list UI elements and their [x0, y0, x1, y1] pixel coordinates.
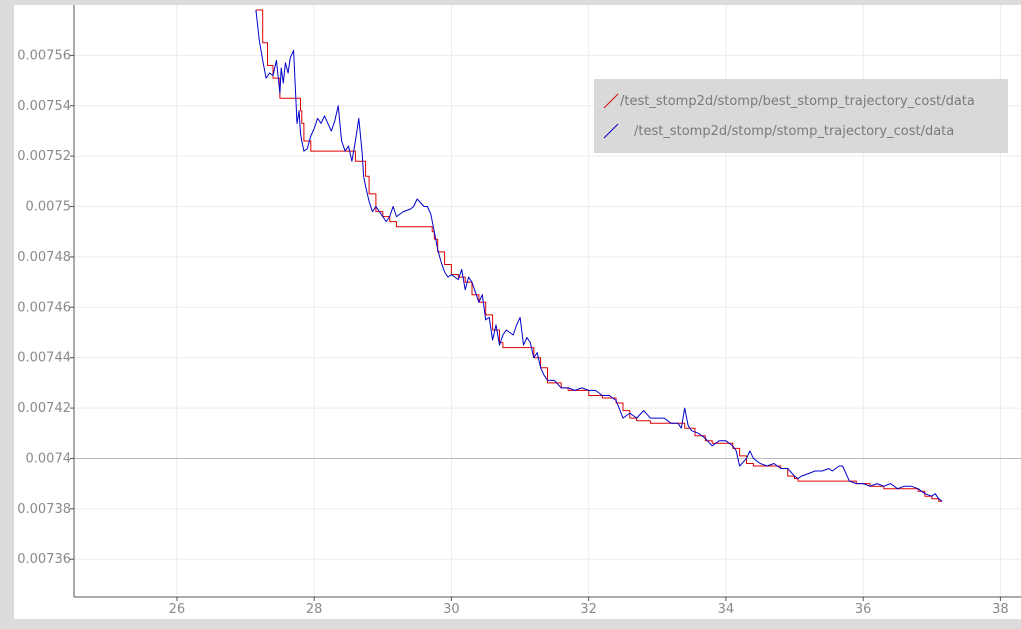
y-tick-label: 0.00756: [17, 48, 71, 63]
legend-label-cost: /test_stomp2d/stomp/stomp_trajectory_cos…: [634, 123, 955, 139]
x-tick-label: 34: [718, 602, 735, 617]
x-tick-label: 32: [580, 602, 597, 617]
x-tick-label: 28: [306, 602, 323, 617]
legend-item-best-cost: /test_stomp2d/stomp/best_stomp_trajector…: [602, 90, 975, 112]
y-tick-label: 0.00742: [17, 401, 71, 416]
x-tick-label: 38: [992, 602, 1009, 617]
legend-label-best-cost: /test_stomp2d/stomp/best_stomp_trajector…: [620, 93, 975, 109]
legend-swatch-red-line-icon: [602, 92, 620, 110]
x-tick-label: 30: [443, 602, 460, 617]
y-tick-label: 0.00748: [17, 250, 71, 265]
y-tick-label: 0.00746: [17, 300, 71, 315]
legend: /test_stomp2d/stomp/best_stomp_trajector…: [594, 79, 1008, 153]
x-axis-ticks: 26 28 30 32 34 36 38: [169, 597, 1009, 617]
series-line-best-cost: [255, 9, 943, 502]
y-tick-label: 0.0075: [26, 200, 72, 215]
y-tick-label: 0.0074: [26, 451, 72, 466]
legend-item-cost: /test_stomp2d/stomp/stomp_trajectory_cos…: [602, 120, 954, 142]
y-tick-label: 0.00752: [17, 149, 71, 164]
legend-swatch-blue-line-icon: [602, 122, 620, 140]
y-tick-label: 0.00738: [17, 502, 71, 517]
y-axis-ticks: 0.00736 0.00738 0.0074 0.00742 0.00744 0.0074…: [17, 48, 74, 567]
x-tick-label: 26: [169, 602, 186, 617]
x-tick-label: 36: [855, 602, 872, 617]
series-line-cost: [255, 9, 943, 502]
y-tick-label: 0.00736: [17, 552, 71, 567]
y-tick-label: 0.00744: [17, 351, 71, 366]
series-layer: [255, 9, 943, 502]
y-tick-label: 0.00754: [17, 99, 71, 114]
